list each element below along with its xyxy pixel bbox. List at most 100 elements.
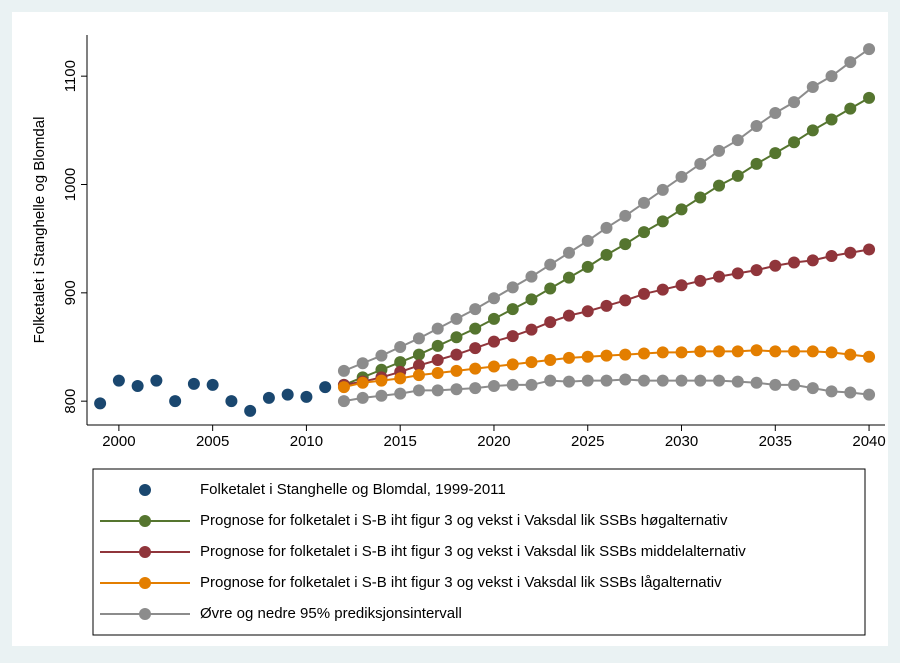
- point: [638, 374, 651, 387]
- point: [806, 81, 819, 93]
- point: [412, 359, 425, 372]
- legend-label: Prognose for folketalet i S-B iht figur …: [200, 512, 728, 529]
- point: [300, 390, 313, 403]
- point: [863, 43, 876, 56]
- legend-marker: [139, 484, 151, 496]
- point: [94, 397, 107, 410]
- point: [525, 293, 538, 306]
- point: [619, 348, 632, 361]
- point: [337, 381, 350, 394]
- legend: [92, 468, 866, 636]
- point: [394, 356, 407, 369]
- point: [356, 357, 369, 370]
- point: [187, 377, 200, 390]
- point: [750, 157, 763, 170]
- point: [562, 351, 575, 364]
- point: [619, 209, 632, 222]
- point: [544, 374, 557, 387]
- point: [544, 282, 557, 295]
- point: [788, 96, 801, 109]
- point: [525, 323, 538, 336]
- point: [731, 375, 744, 388]
- point: [525, 356, 538, 369]
- point: [450, 331, 463, 344]
- point: [600, 374, 613, 387]
- point: [825, 346, 838, 359]
- point: [825, 70, 838, 83]
- point: [487, 312, 500, 325]
- point: [469, 322, 482, 335]
- point: [675, 374, 688, 387]
- point: [769, 107, 782, 119]
- y-axis-label: Folketalet i Stanghelle og Blomdal: [31, 117, 48, 344]
- legend-marker: [139, 608, 151, 620]
- point: [806, 124, 819, 137]
- point: [713, 374, 726, 387]
- point: [600, 221, 613, 234]
- point: [431, 384, 444, 397]
- point: [506, 378, 519, 391]
- point: [431, 322, 444, 335]
- point: [562, 271, 575, 284]
- point: [581, 234, 594, 247]
- point: [863, 350, 876, 363]
- x-tick-label: 2005: [196, 433, 229, 450]
- point: [225, 395, 238, 408]
- point: [506, 330, 519, 343]
- x-tick-label: 2010: [290, 433, 323, 450]
- point: [694, 345, 707, 358]
- point: [450, 364, 463, 377]
- point: [469, 342, 482, 355]
- point: [694, 157, 707, 170]
- point: [525, 378, 538, 391]
- point: [731, 345, 744, 358]
- point: [412, 332, 425, 345]
- legend-label: Folketalet i Stanghelle og Blomdal, 1999…: [200, 481, 506, 498]
- point: [769, 378, 782, 391]
- point: [656, 283, 669, 296]
- point: [506, 303, 519, 316]
- point: [525, 270, 538, 283]
- point: [487, 292, 500, 305]
- point: [656, 374, 669, 387]
- point: [806, 254, 819, 267]
- point: [375, 374, 388, 387]
- point: [825, 250, 838, 262]
- point: [487, 335, 500, 348]
- point: [169, 395, 182, 408]
- point: [544, 316, 557, 329]
- point: [769, 259, 782, 272]
- point: [562, 309, 575, 322]
- point: [675, 170, 688, 183]
- point: [713, 345, 726, 358]
- point: [863, 243, 876, 256]
- point: [788, 136, 801, 149]
- point: [863, 91, 876, 104]
- point: [656, 346, 669, 359]
- point: [844, 246, 857, 259]
- point: [731, 134, 744, 147]
- point: [506, 281, 519, 294]
- point: [844, 56, 857, 69]
- point: [112, 374, 125, 387]
- point: [638, 196, 651, 209]
- point: [562, 246, 575, 259]
- point: [450, 348, 463, 361]
- point: [825, 113, 838, 126]
- point: [581, 305, 594, 318]
- point: [694, 191, 707, 204]
- point: [638, 226, 651, 239]
- point: [656, 215, 669, 228]
- legend-label: Prognose for folketalet i S-B iht figur …: [200, 543, 746, 560]
- point: [412, 369, 425, 382]
- point: [844, 348, 857, 361]
- point: [244, 404, 257, 417]
- point: [788, 378, 801, 391]
- point: [694, 274, 707, 287]
- point: [675, 279, 688, 292]
- point: [638, 347, 651, 360]
- point: [863, 388, 876, 401]
- point: [638, 287, 651, 300]
- legend-marker: [139, 577, 151, 589]
